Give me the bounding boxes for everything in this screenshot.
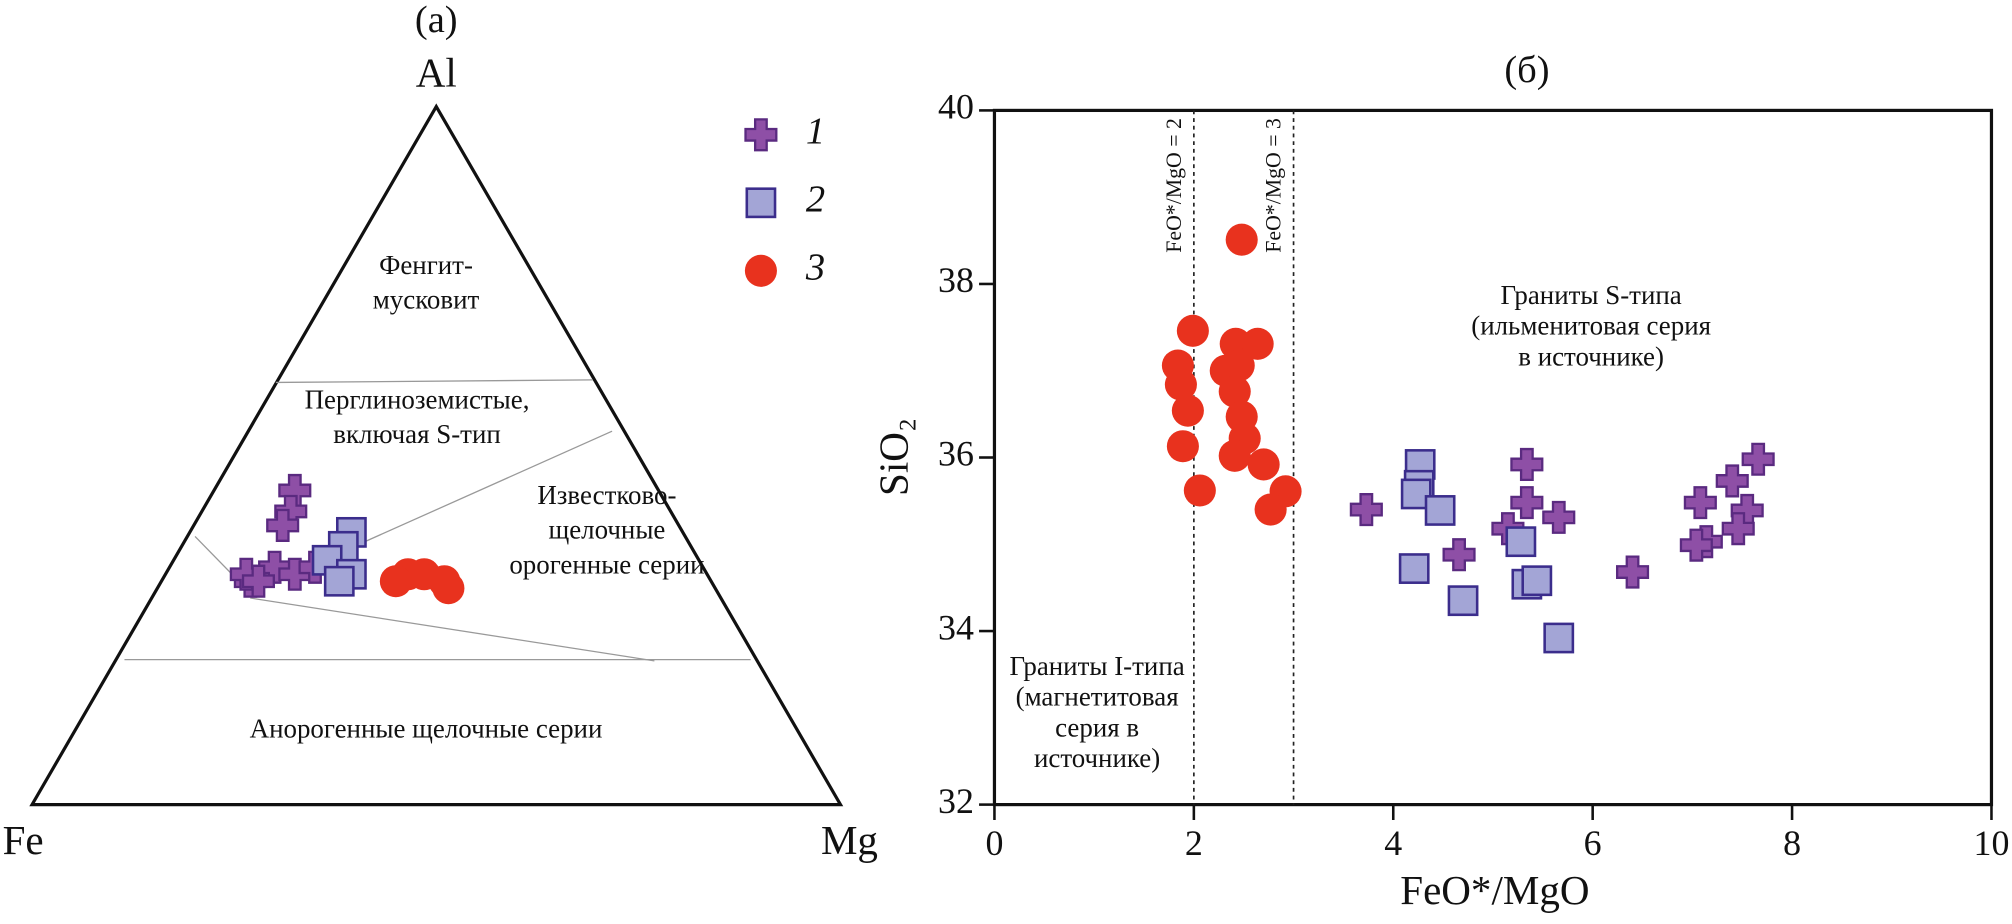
circle-point [1247,448,1280,481]
circle-point [1222,349,1255,382]
square-point [1398,553,1430,584]
cross-point [1349,493,1383,527]
square-point [1543,622,1575,654]
cross-point [266,508,300,542]
legend-label: 3 [805,247,825,289]
circle-point [379,565,412,598]
cross-point [744,118,778,152]
circle-point [1218,439,1251,472]
scatter-title: (б) [1504,49,1549,91]
x-tick-label: 2 [1185,823,1203,863]
square-point [1505,526,1537,558]
cross-point [1510,486,1544,520]
cross-point [1615,555,1650,589]
cross-point [1542,500,1576,534]
square-point [1424,495,1456,526]
field-label: Фенгит- [379,250,473,280]
cross-point [1683,486,1717,520]
corner-label: Al [416,49,457,95]
circle-point [1166,430,1199,463]
circle-point [1241,327,1274,360]
cross-point [1741,442,1775,476]
cross-point [258,550,292,584]
annotation: Граниты I-типа [1009,651,1184,681]
circle-point [1176,314,1209,347]
legend-label: 2 [806,179,825,221]
x-tick-label: 0 [985,823,1003,863]
circle-point [1164,368,1197,401]
field-label: включая S-тип [333,419,501,449]
y-tick-label: 32 [938,781,974,821]
annotation: источнике) [1034,743,1160,773]
boundary [250,597,655,662]
ternary-frame [29,103,844,807]
annotation: (ильменитовая серия [1471,311,1711,341]
field-label: мусковит [373,284,480,314]
x-tick-label: 6 [1584,823,1602,863]
circle-point [1183,474,1216,507]
square-point [1447,585,1479,617]
y-tick-label: 34 [938,607,974,647]
cross-point [241,564,275,598]
annotation: серия в [1055,712,1139,742]
x-tick-label: 10 [1974,823,2010,863]
circle-point [1225,223,1258,256]
y-tick-label: 38 [938,260,974,300]
reference-label: FeO*/MgO = 3 [1262,118,1286,253]
circle-point [744,254,777,287]
field-label: Перглиноземистые, [305,385,530,415]
annotation: в источнике) [1518,342,1664,372]
field-label: Анорогенные щелочные серии [250,714,603,744]
square-point [745,187,777,219]
cross-point [1442,538,1476,572]
corner-label: Fe [3,817,44,863]
cross-point [1679,528,1713,562]
cross-point [1510,447,1544,482]
reference-label: FeO*/MgO = 2 [1162,118,1186,253]
legend-label: 1 [806,111,825,153]
y-axis-label: SiO₂ [871,418,917,496]
corner-label: Mg [821,817,878,863]
ternary-title: (a) [415,0,458,41]
boundary [275,379,593,384]
x-axis-label: FeO*/MgO [1400,867,1589,913]
x-tick-label: 8 [1783,823,1801,863]
field-label: орогенные серии [509,549,704,579]
y-tick-label: 36 [938,434,974,474]
field-label: щелочные [548,515,665,545]
cross-point [1715,464,1749,498]
y-tick-label: 40 [938,87,974,127]
circle-point [1171,394,1204,427]
circle-point [1218,375,1251,408]
circle-point [1254,493,1287,526]
annotation: (магнетитовая [1016,682,1179,712]
cross-point [1721,512,1755,546]
circle-point [432,572,465,605]
x-tick-label: 4 [1384,823,1402,863]
square-point [323,565,355,597]
annotation: Граниты S-типа [1500,280,1681,310]
field-label: Известково- [537,480,676,510]
square-point [1521,565,1553,597]
